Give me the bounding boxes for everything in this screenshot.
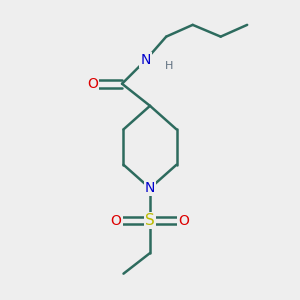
Text: O: O	[87, 77, 98, 91]
Text: H: H	[165, 61, 173, 71]
Text: O: O	[178, 214, 189, 228]
Text: N: N	[140, 53, 151, 67]
Text: S: S	[145, 213, 155, 228]
Text: O: O	[111, 214, 122, 228]
Text: N: N	[145, 181, 155, 195]
